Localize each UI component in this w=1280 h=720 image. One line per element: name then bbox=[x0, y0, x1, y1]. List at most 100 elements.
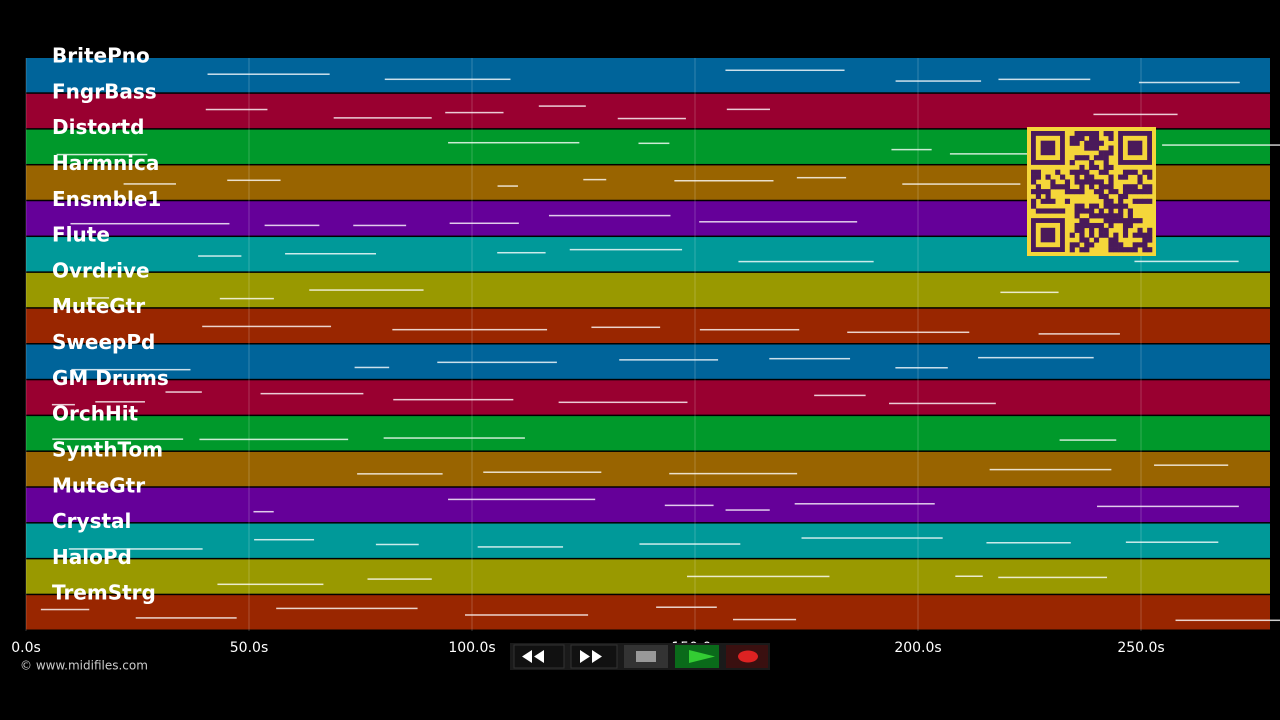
qr-module bbox=[1103, 131, 1109, 137]
track-row bbox=[26, 559, 1270, 594]
qr-module bbox=[1093, 237, 1100, 243]
track-name: Flute bbox=[52, 223, 110, 247]
qr-module bbox=[1098, 213, 1104, 219]
note bbox=[1138, 81, 1240, 84]
qr-module bbox=[1108, 208, 1114, 214]
qr-module bbox=[1040, 189, 1046, 195]
track-row bbox=[26, 344, 1270, 379]
qr-module bbox=[1069, 232, 1075, 238]
qr-module bbox=[1084, 174, 1090, 180]
qr-module bbox=[1098, 184, 1104, 190]
track-row bbox=[26, 595, 1270, 630]
note bbox=[725, 509, 770, 511]
rewind-button[interactable] bbox=[513, 644, 565, 669]
qr-module bbox=[1103, 232, 1109, 238]
qr-module bbox=[1079, 203, 1085, 209]
note bbox=[569, 248, 683, 251]
stop-button[interactable] bbox=[624, 645, 668, 668]
note bbox=[253, 510, 274, 513]
qr-module bbox=[1060, 174, 1066, 180]
note bbox=[664, 504, 714, 507]
note bbox=[285, 252, 377, 255]
qr-module bbox=[1122, 169, 1129, 175]
record-button[interactable] bbox=[726, 645, 768, 668]
note bbox=[448, 141, 580, 144]
qr-module bbox=[1108, 247, 1114, 253]
qr-module bbox=[1079, 184, 1085, 190]
qr-module bbox=[1079, 218, 1085, 224]
qr-module bbox=[1045, 208, 1051, 214]
qr-module bbox=[1132, 242, 1138, 248]
note bbox=[354, 366, 390, 369]
note bbox=[1134, 260, 1239, 263]
qr-module bbox=[1108, 184, 1114, 190]
note bbox=[725, 69, 845, 72]
qr-module bbox=[1035, 189, 1041, 195]
qr-module bbox=[1098, 193, 1104, 200]
note bbox=[202, 325, 332, 328]
qr-module bbox=[1103, 198, 1109, 204]
track-name: Harmnica bbox=[52, 151, 159, 175]
track-row bbox=[26, 487, 1270, 523]
qr-module bbox=[1108, 174, 1114, 180]
qr-module bbox=[1084, 169, 1090, 175]
qr-module bbox=[1122, 174, 1129, 180]
qr-module bbox=[1147, 174, 1153, 180]
qr-module bbox=[1074, 135, 1080, 141]
fast-forward-button[interactable] bbox=[570, 644, 618, 669]
note bbox=[52, 438, 184, 440]
note bbox=[699, 328, 800, 331]
qr-module bbox=[1147, 184, 1153, 190]
qr-module bbox=[1108, 242, 1114, 248]
qr-module bbox=[1108, 237, 1114, 243]
qr-module bbox=[1089, 203, 1095, 209]
note bbox=[814, 394, 866, 397]
qr-module bbox=[1132, 169, 1138, 175]
note bbox=[902, 183, 1021, 185]
qr-module bbox=[1084, 218, 1090, 224]
qr-module bbox=[1089, 227, 1095, 233]
note bbox=[638, 142, 670, 145]
qr-module bbox=[1031, 189, 1037, 195]
note bbox=[333, 117, 432, 119]
note bbox=[217, 583, 324, 586]
note bbox=[794, 503, 935, 505]
play-button[interactable] bbox=[675, 645, 719, 668]
note bbox=[448, 498, 596, 501]
qr-module bbox=[1113, 203, 1119, 209]
qr-module bbox=[1035, 184, 1041, 190]
note bbox=[40, 608, 90, 611]
qr-module bbox=[1118, 198, 1124, 204]
note bbox=[889, 402, 996, 405]
qr-module bbox=[1093, 145, 1100, 151]
qr-module bbox=[1079, 208, 1085, 214]
note bbox=[51, 403, 75, 406]
qr-module bbox=[1031, 203, 1037, 209]
qr-module bbox=[1142, 242, 1148, 248]
qr-module bbox=[1089, 184, 1095, 190]
qr-module bbox=[1079, 232, 1085, 238]
note bbox=[445, 111, 504, 114]
qr-module bbox=[1122, 218, 1129, 224]
qr-module bbox=[1079, 179, 1085, 185]
note bbox=[1175, 619, 1280, 622]
qr-module bbox=[1074, 169, 1080, 175]
note bbox=[260, 392, 364, 395]
qr-module bbox=[1122, 203, 1129, 209]
qr-module bbox=[1147, 169, 1153, 175]
qr-module bbox=[1103, 150, 1109, 156]
qr-module bbox=[1050, 184, 1056, 190]
qr-module bbox=[1089, 213, 1095, 219]
qr-module bbox=[1045, 189, 1051, 195]
note bbox=[264, 224, 320, 227]
note bbox=[1097, 505, 1239, 508]
qr-module bbox=[1108, 164, 1114, 171]
note bbox=[538, 105, 586, 107]
qr-module bbox=[1142, 232, 1148, 238]
qr-module bbox=[1137, 218, 1143, 224]
qr-module bbox=[1147, 189, 1153, 195]
track-name: MuteGtr bbox=[52, 473, 145, 497]
qr-module bbox=[1035, 169, 1041, 175]
qr-module bbox=[1137, 242, 1143, 248]
